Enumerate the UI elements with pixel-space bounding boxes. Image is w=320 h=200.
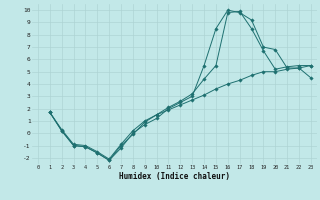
- X-axis label: Humidex (Indice chaleur): Humidex (Indice chaleur): [119, 172, 230, 181]
